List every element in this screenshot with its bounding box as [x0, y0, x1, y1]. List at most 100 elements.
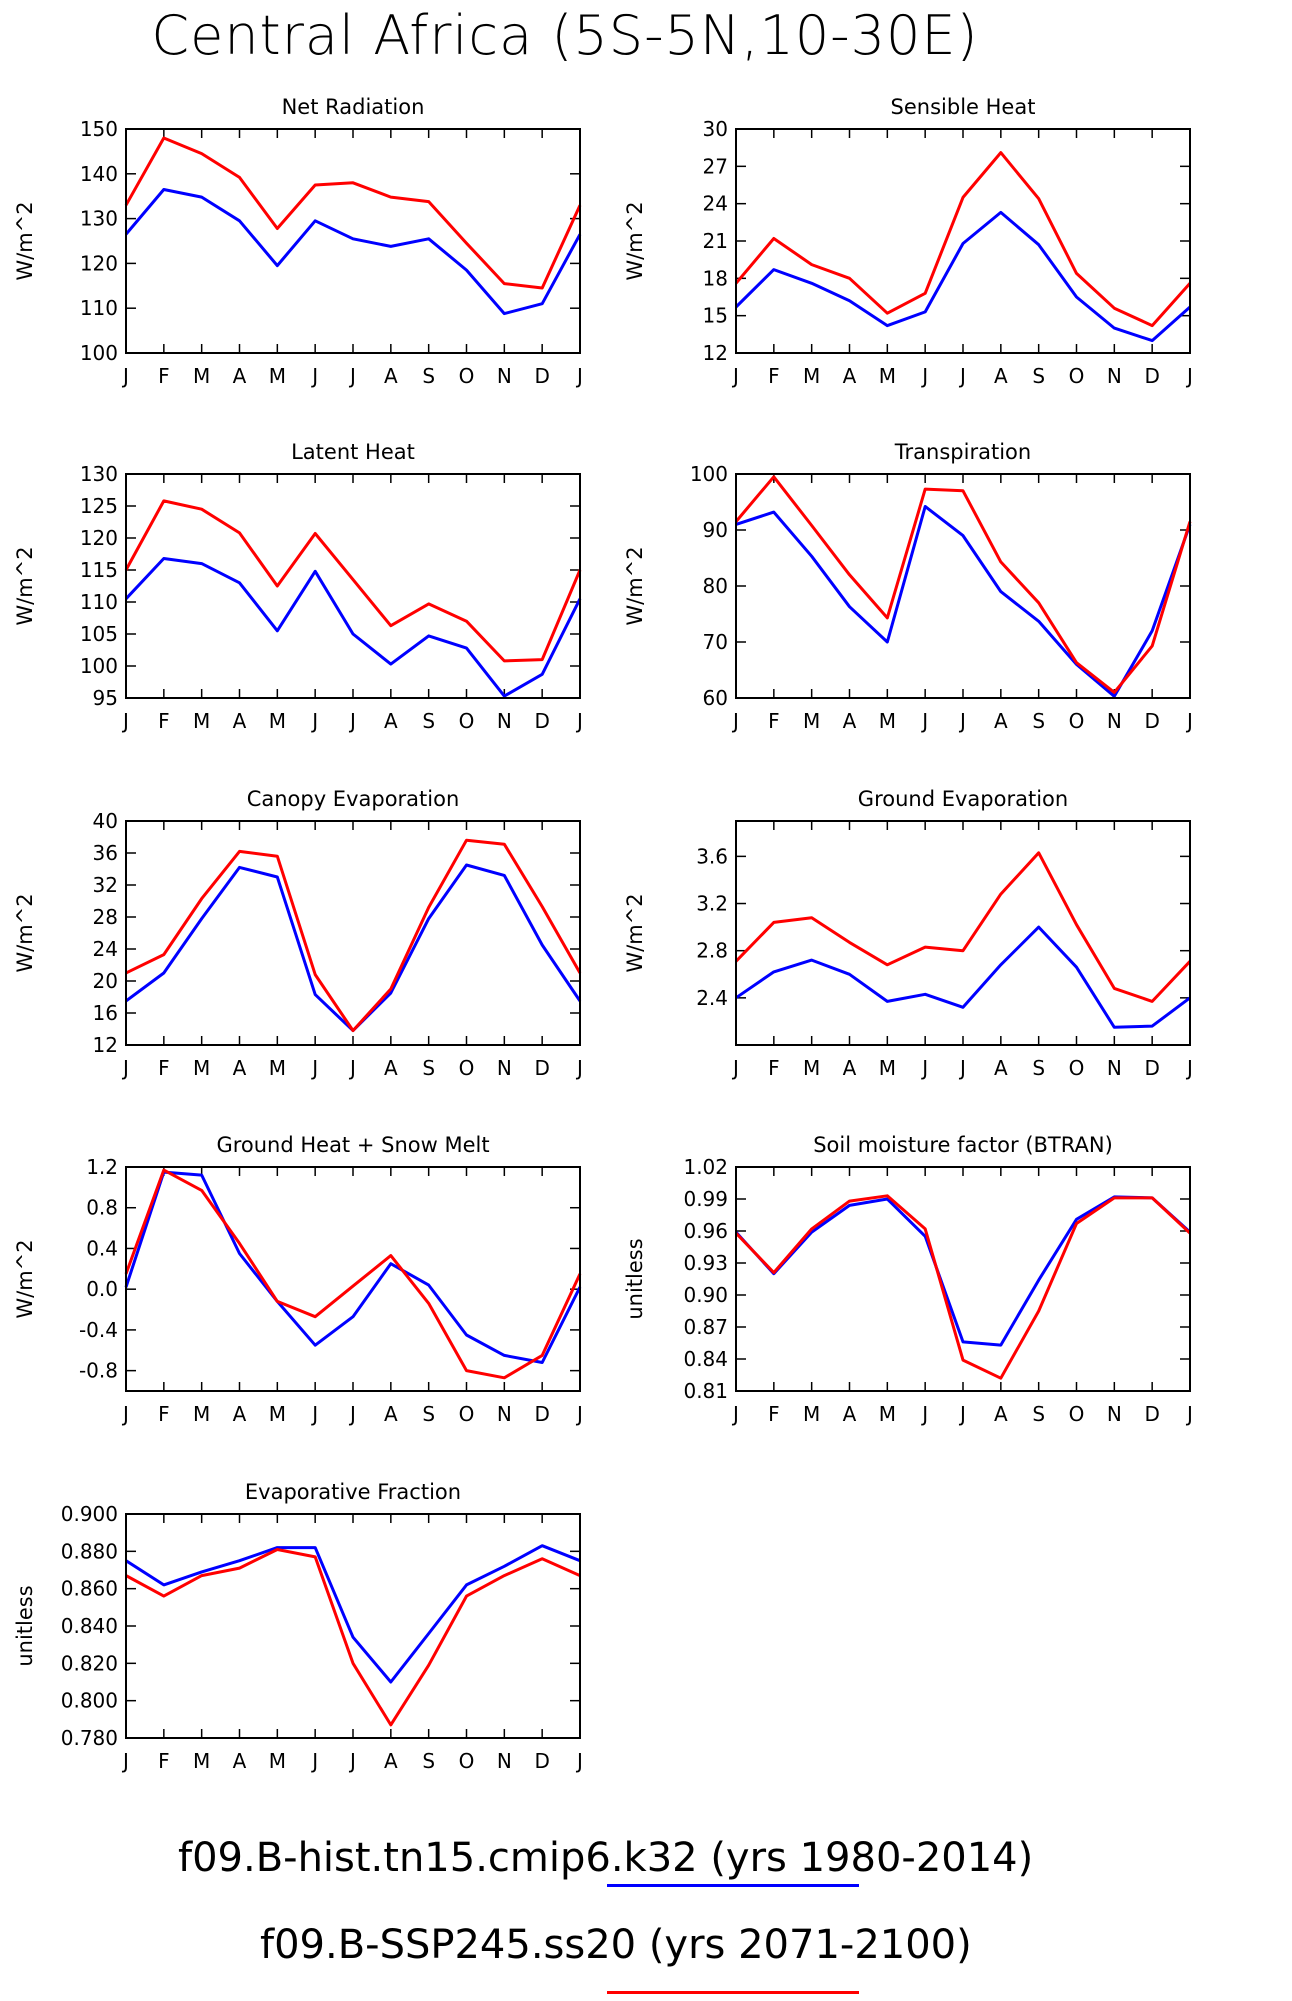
x-tick-label: A [843, 364, 857, 388]
x-tick-label: S [1032, 364, 1045, 388]
chart-panel: Ground Evaporation W/m^2 J F M A M J J A S O N D J 2.4 2… [610, 787, 1200, 1087]
y-tick-label: 0.99 [683, 1187, 728, 1211]
y-tick-label: 110 [80, 590, 118, 614]
y-tick-label: 120 [80, 526, 118, 550]
plot-frame [125, 128, 581, 354]
x-tick-label: O [459, 1402, 475, 1426]
series-line-ssp [124, 1168, 582, 1380]
panel-title: Sensible Heat [890, 95, 1036, 119]
x-tick-label: J [121, 1749, 129, 1773]
x-tick-label: J [958, 1402, 966, 1426]
x-tick-label: M [193, 709, 210, 733]
x-tick-label: M [879, 1402, 896, 1426]
x-tick-label: F [158, 364, 170, 388]
x-tick-label: A [384, 1056, 398, 1080]
x-tick-label: A [233, 364, 247, 388]
y-tick-label: 18 [703, 266, 728, 290]
x-tick-label: F [158, 1402, 170, 1426]
y-tick-label: 32 [93, 873, 118, 897]
x-tick-label: O [1069, 1402, 1085, 1426]
y-tick-label: 15 [703, 304, 728, 328]
x-tick-label: D [534, 709, 549, 733]
y-tick-label: 0.8 [86, 1196, 118, 1220]
y-tick-label: 1.2 [86, 1155, 118, 1179]
chart-panel: Canopy Evaporation W/m^2 J F M A M J J A S O N D J 12 16… [0, 787, 590, 1087]
x-tick-label: M [879, 364, 896, 388]
series-line-hist [124, 1170, 582, 1364]
chart-svg: J F M A M J J A S O N D J-0.8-0.40.00.40.81.2 [79, 1155, 583, 1426]
x-tick-label: J [920, 364, 928, 388]
x-tick-label: J [731, 1056, 739, 1080]
x-tick-label: J [731, 1402, 739, 1426]
x-tick-label: S [422, 1749, 435, 1773]
series-line-ssp [124, 499, 582, 663]
chart-panel: Ground Heat + Snow Melt W/m^2 J F M A M J J A S O N D… [0, 1133, 590, 1433]
x-tick-label: J [121, 709, 129, 733]
y-tick-label: 115 [80, 558, 118, 582]
x-tick-label: J [575, 1402, 583, 1426]
x-tick-label: M [269, 1056, 286, 1080]
y-tick-label: 20 [93, 969, 118, 993]
x-tick-label: O [459, 1056, 475, 1080]
y-tick-label: 95 [93, 686, 118, 710]
x-tick-label: M [879, 709, 896, 733]
x-tick-label: J [121, 1402, 129, 1426]
figure-title: Central Africa (5S-5N,10-30E) [151, 4, 979, 67]
y-tick-label: 0.800 [61, 1689, 118, 1713]
y-tick-label: -0.8 [79, 1359, 118, 1383]
plot-frame [735, 128, 1191, 354]
x-tick-label: A [994, 1056, 1008, 1080]
x-tick-label: D [534, 1402, 549, 1426]
series-line-ssp [734, 151, 1192, 328]
y-tick-label: 80 [703, 574, 728, 598]
x-tick-label: F [768, 709, 780, 733]
series-line-ssp [734, 1194, 1192, 1380]
chart-svg: J F M A M J J A S O N D J2.42.83.23.6 [696, 820, 1193, 1080]
x-tick-label: A [384, 709, 398, 733]
y-tick-label: 150 [80, 117, 118, 141]
y-tick-label: 70 [703, 630, 728, 654]
x-tick-label: J [575, 364, 583, 388]
legend-label-ssp: f09.B-SSP245.ss20 (yrs 2071-2100) [260, 1922, 972, 1968]
x-tick-label: J [310, 1056, 318, 1080]
x-tick-label: F [768, 1056, 780, 1080]
y-tick-label: 28 [93, 905, 118, 929]
panel-title: Net Radiation [281, 95, 425, 119]
series-line-hist [124, 188, 582, 316]
y-tick-label: 21 [703, 229, 728, 253]
x-tick-label: O [1069, 1056, 1085, 1080]
y-tick-label: 0.84 [683, 1347, 728, 1371]
x-tick-label: O [1069, 709, 1085, 733]
x-tick-label: M [879, 1056, 896, 1080]
x-tick-label: M [803, 1056, 820, 1080]
series-line-hist [734, 210, 1191, 343]
panel-title: Ground Evaporation [857, 787, 1069, 811]
x-tick-label: J [310, 709, 318, 733]
y-tick-label: 24 [703, 192, 728, 216]
x-tick-label: S [1032, 709, 1045, 733]
x-tick-label: N [497, 1749, 512, 1773]
x-tick-label: M [193, 1402, 210, 1426]
x-tick-label: J [1185, 1402, 1193, 1426]
x-tick-label: M [269, 709, 286, 733]
y-tick-label: -0.4 [79, 1318, 118, 1342]
y-tick-label: 27 [703, 154, 728, 178]
x-tick-label: J [920, 709, 928, 733]
plot-frame [125, 820, 581, 1046]
chart-panel: Soil moisture factor (BTRAN) unitless J F M A… [610, 1133, 1200, 1433]
series-line-hist [124, 557, 582, 698]
x-tick-label: F [158, 1749, 170, 1773]
plot-frame [125, 473, 581, 699]
x-tick-label: D [1144, 1402, 1159, 1426]
y-tick-label: 24 [93, 937, 118, 961]
x-tick-label: J [958, 364, 966, 388]
y-tick-label: 0.880 [61, 1539, 118, 1563]
x-tick-label: M [193, 1056, 210, 1080]
y-tick-label: 100 [690, 462, 728, 486]
plot-frame [125, 1513, 581, 1739]
x-tick-label: J [348, 1749, 356, 1773]
